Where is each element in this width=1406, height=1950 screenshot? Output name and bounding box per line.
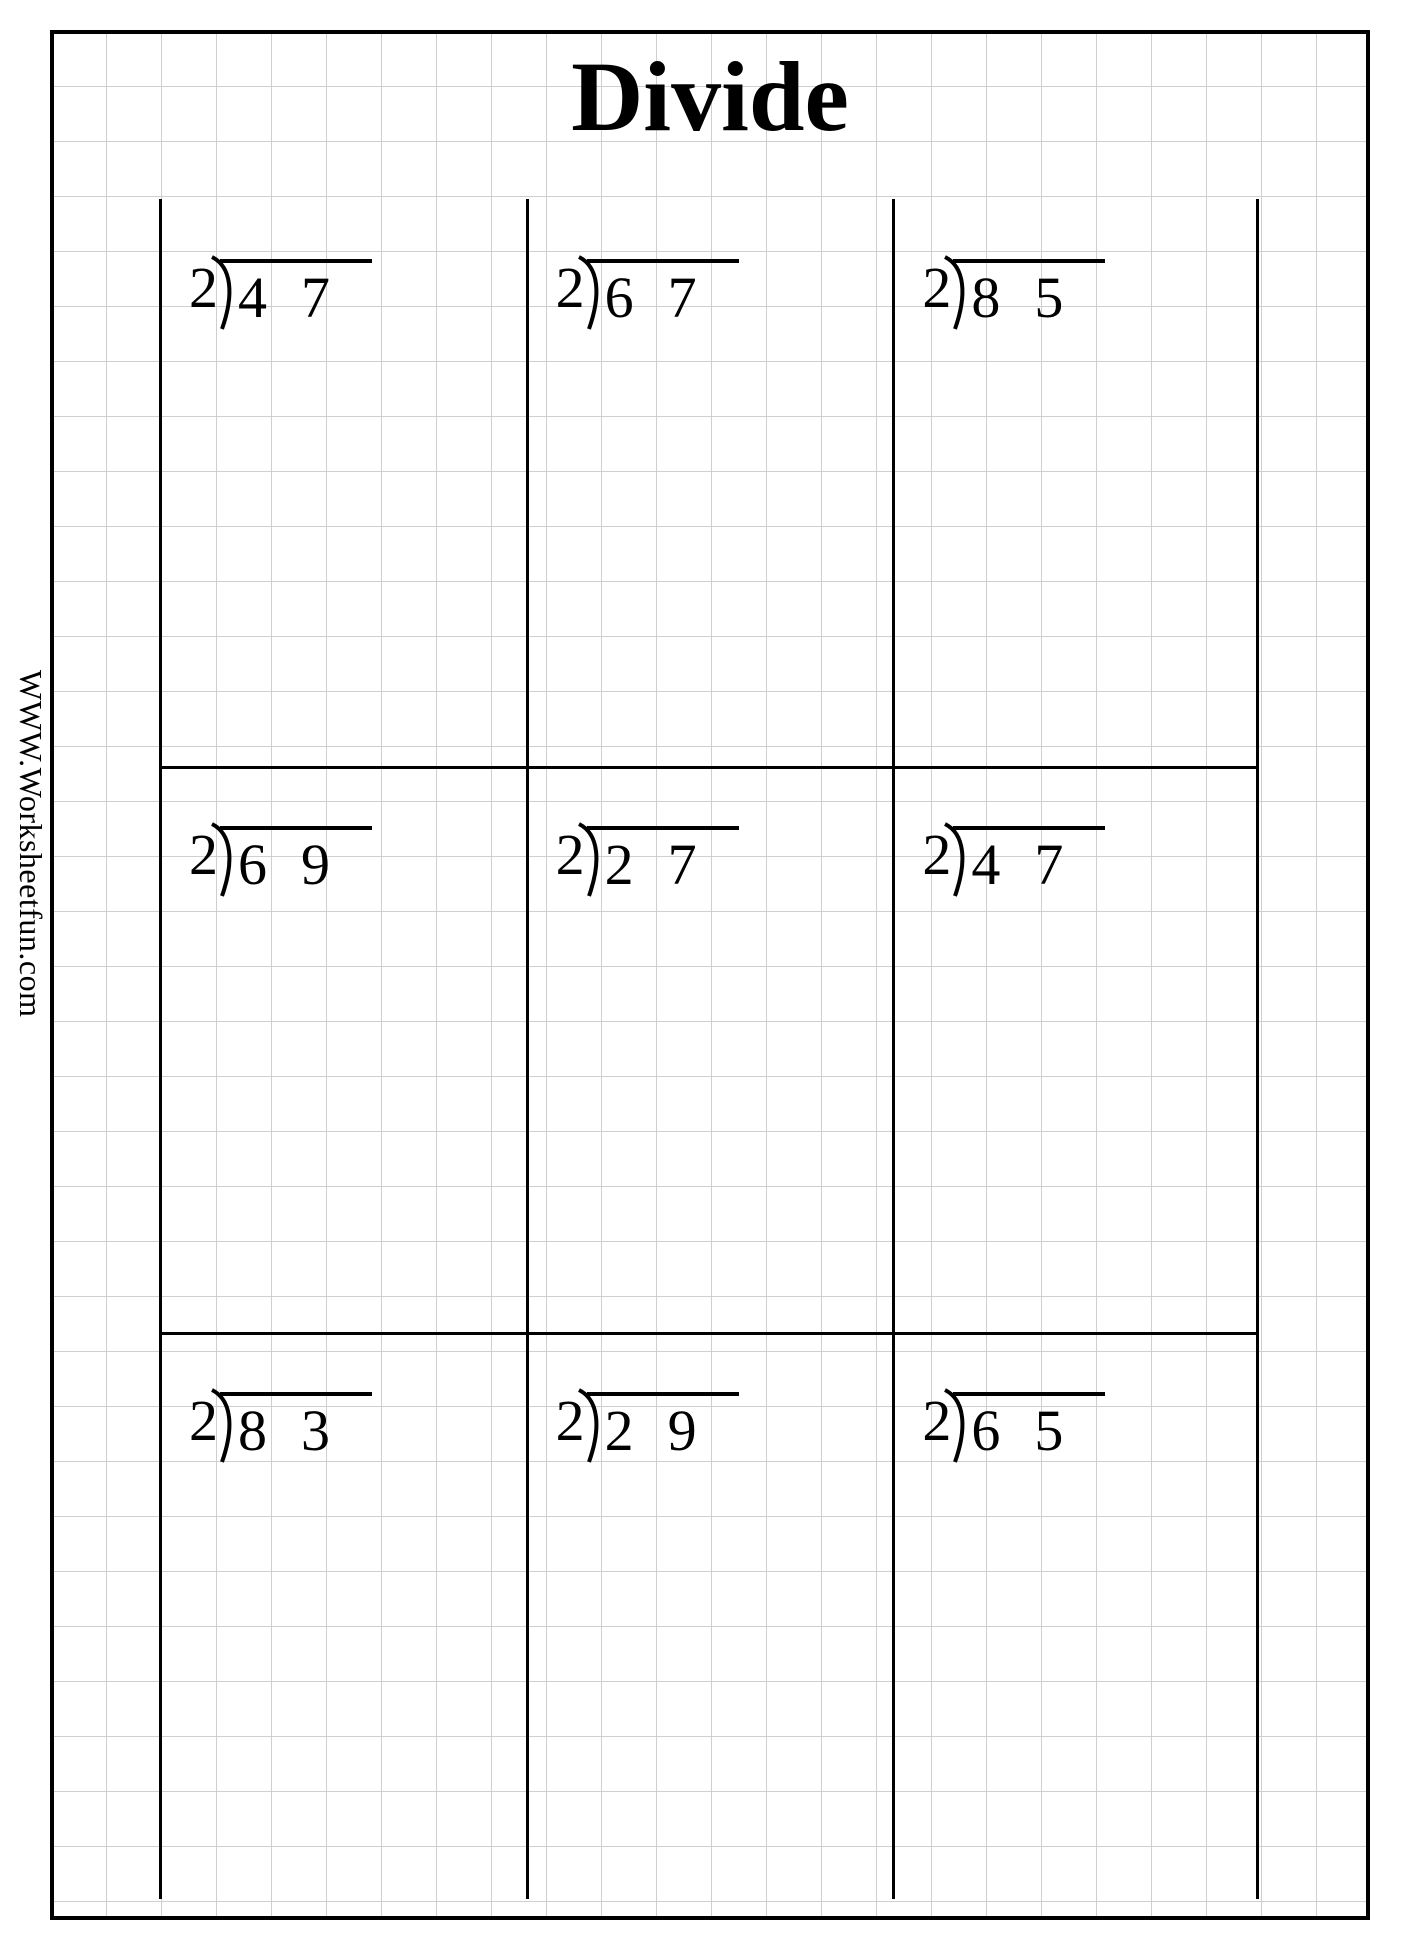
division-bracket-icon [577, 255, 607, 331]
division-bracket-icon [943, 822, 973, 898]
dividend-wrap: 83 [220, 1392, 372, 1464]
division-problem: 229 [526, 1332, 893, 1899]
dividend: 83 [220, 1392, 372, 1460]
long-division: 267 [556, 259, 739, 331]
dividend: 47 [953, 826, 1105, 894]
division-bracket-icon [210, 1388, 240, 1464]
division-problem: 269 [159, 766, 526, 1333]
division-problem: 265 [892, 1332, 1259, 1899]
long-division: 285 [922, 259, 1105, 331]
page-title: Divide [54, 39, 1366, 154]
division-bracket-icon [943, 255, 973, 331]
dividend-wrap: 85 [953, 259, 1105, 331]
dividend-wrap: 29 [587, 1392, 739, 1464]
division-bracket-icon [210, 255, 240, 331]
long-division: 227 [556, 826, 739, 898]
long-division: 265 [922, 1392, 1105, 1464]
division-problem: 247 [159, 199, 526, 766]
division-bracket-icon [577, 822, 607, 898]
division-problem: 267 [526, 199, 893, 766]
dividend-wrap: 69 [220, 826, 372, 898]
division-problem: 227 [526, 766, 893, 1333]
watermark-text: WWW.Worksheetfun.com [12, 670, 49, 1017]
long-division: 247 [922, 826, 1105, 898]
division-problem: 283 [159, 1332, 526, 1899]
dividend: 67 [587, 259, 739, 327]
dividend: 27 [587, 826, 739, 894]
dividend-wrap: 27 [587, 826, 739, 898]
dividend-wrap: 47 [953, 826, 1105, 898]
division-bracket-icon [943, 1388, 973, 1464]
division-bracket-icon [577, 1388, 607, 1464]
problems-grid: 247 267 285 269 227 247 283 229 265 [159, 199, 1259, 1899]
worksheet-page: Divide 247 267 285 269 227 247 283 229 265 [50, 30, 1370, 1920]
long-division: 229 [556, 1392, 739, 1464]
long-division: 247 [189, 259, 372, 331]
dividend: 47 [220, 259, 372, 327]
dividend: 69 [220, 826, 372, 894]
long-division: 283 [189, 1392, 372, 1464]
long-division: 269 [189, 826, 372, 898]
dividend-wrap: 67 [587, 259, 739, 331]
dividend-wrap: 47 [220, 259, 372, 331]
division-bracket-icon [210, 822, 240, 898]
dividend: 29 [587, 1392, 739, 1460]
dividend: 85 [953, 259, 1105, 327]
division-problem: 247 [892, 766, 1259, 1333]
dividend: 65 [953, 1392, 1105, 1460]
division-problem: 285 [892, 199, 1259, 766]
dividend-wrap: 65 [953, 1392, 1105, 1464]
